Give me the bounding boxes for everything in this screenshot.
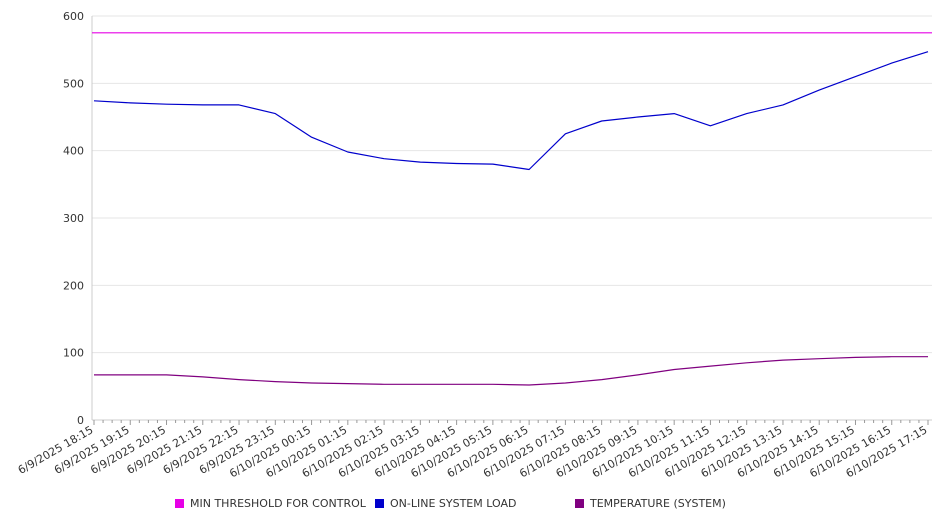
y-tick-label: 600 (63, 10, 84, 23)
legend-swatch-online-system-load (375, 499, 384, 508)
y-tick-label: 0 (77, 414, 84, 427)
legend-item-online-system-load[interactable]: ON-LINE SYSTEM LOAD (375, 497, 516, 510)
legend-label-online-system-load: ON-LINE SYSTEM LOAD (390, 497, 517, 510)
y-tick-label: 200 (63, 279, 84, 292)
legend: MIN THRESHOLD FOR CONTROL ON-LINE SYSTEM… (0, 497, 946, 517)
y-tick-label: 400 (63, 145, 84, 158)
y-tick-label: 300 (63, 212, 84, 225)
x-ticks: 6/9/2025 18:156/9/2025 19:156/9/2025 20:… (16, 420, 930, 480)
series-temperature-system (94, 356, 928, 386)
legend-item-temperature-system[interactable]: TEMPERATURE (SYSTEM) (575, 497, 726, 510)
y-tick-labels: 0 100 200 300 400 500 600 (63, 10, 84, 427)
y-tick-label: 500 (63, 77, 84, 90)
series-lines (92, 32, 932, 386)
legend-label-temperature-system: TEMPERATURE (SYSTEM) (590, 497, 726, 510)
legend-label-min-threshold: MIN THRESHOLD FOR CONTROL (190, 497, 366, 510)
y-tick-label: 100 (63, 347, 84, 360)
legend-swatch-min-threshold (175, 499, 184, 508)
series-online-system-load (93, 51, 929, 171)
grid-lines (92, 15, 932, 354)
legend-item-min-threshold[interactable]: MIN THRESHOLD FOR CONTROL (175, 497, 366, 510)
legend-swatch-temperature-system (575, 499, 584, 508)
